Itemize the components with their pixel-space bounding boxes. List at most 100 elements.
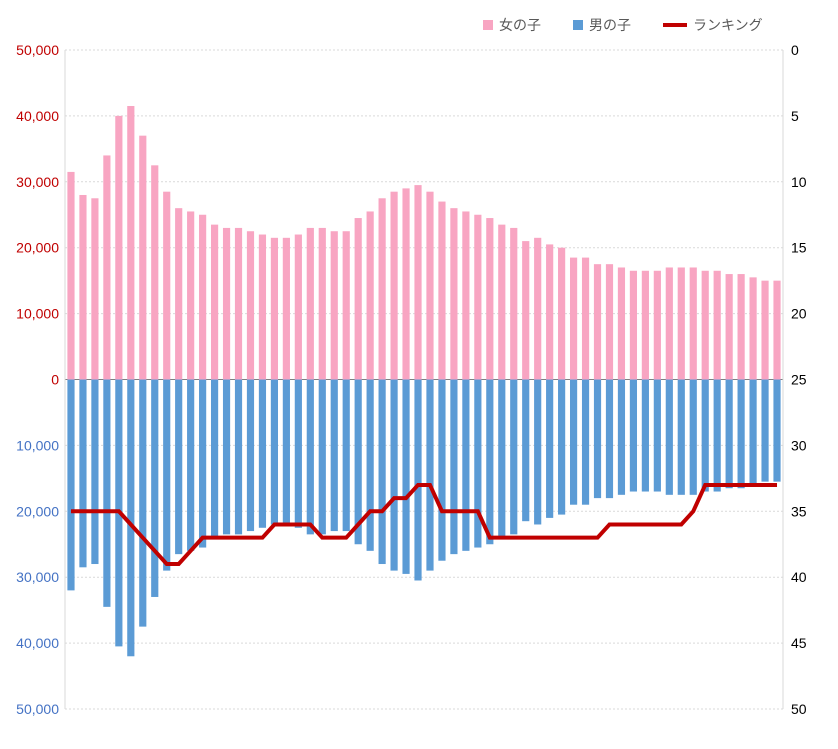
bar-boys xyxy=(283,380,290,525)
right-axis-tick: 0 xyxy=(791,42,799,58)
bar-boys xyxy=(259,380,266,528)
bar-girls xyxy=(606,264,613,379)
bar-girls xyxy=(247,231,254,379)
bar-boys xyxy=(367,380,374,551)
bar-boys xyxy=(462,380,469,551)
legend-swatch-boys xyxy=(573,20,583,30)
bar-boys xyxy=(534,380,541,525)
right-axis-tick: 45 xyxy=(791,635,807,651)
bar-girls xyxy=(343,231,350,379)
right-axis-tick: 30 xyxy=(791,437,807,453)
bar-girls xyxy=(654,271,661,380)
bar-girls xyxy=(402,188,409,379)
bar-boys xyxy=(247,380,254,532)
bar-girls xyxy=(522,241,529,379)
left-axis-top-tick: 30,000 xyxy=(16,174,59,190)
bar-boys xyxy=(630,380,637,492)
bar-girls xyxy=(259,235,266,380)
bar-boys xyxy=(379,380,386,565)
bar-boys xyxy=(702,380,709,492)
right-axis-tick: 5 xyxy=(791,108,799,124)
bar-boys xyxy=(91,380,98,565)
bar-girls xyxy=(714,271,721,380)
left-axis-top-tick: 50,000 xyxy=(16,42,59,58)
bar-girls xyxy=(702,271,709,380)
bar-girls xyxy=(546,244,553,379)
bar-girls xyxy=(175,208,182,379)
bar-girls xyxy=(510,228,517,380)
bar-girls xyxy=(163,192,170,380)
legend-label-ranking: ランキング xyxy=(693,17,763,33)
bar-boys xyxy=(331,380,338,532)
bar-boys xyxy=(438,380,445,561)
bar-girls xyxy=(414,185,421,379)
bar-boys xyxy=(402,380,409,574)
bar-girls xyxy=(462,211,469,379)
bar-girls xyxy=(151,165,158,379)
bar-boys xyxy=(749,380,756,485)
bar-boys xyxy=(546,380,553,518)
bar-girls xyxy=(67,172,74,380)
right-axis-tick: 20 xyxy=(791,306,807,322)
bar-boys xyxy=(714,380,721,492)
chart-container: 010,00020,00030,00040,00050,00010,00020,… xyxy=(0,0,838,749)
bar-girls xyxy=(355,218,362,379)
bar-girls xyxy=(558,248,565,380)
bar-boys xyxy=(175,380,182,555)
bar-girls xyxy=(295,235,302,380)
bar-girls xyxy=(331,231,338,379)
bar-girls xyxy=(426,192,433,380)
bar-boys xyxy=(151,380,158,597)
bar-boys xyxy=(139,380,146,627)
bar-girls xyxy=(594,264,601,379)
bar-boys xyxy=(773,380,780,482)
bar-boys xyxy=(163,380,170,571)
bar-boys xyxy=(510,380,517,535)
bar-boys xyxy=(67,380,74,591)
bar-boys xyxy=(678,380,685,495)
bar-girls xyxy=(223,228,230,380)
right-axis-tick: 40 xyxy=(791,569,807,585)
bar-boys xyxy=(390,380,397,571)
bar-girls xyxy=(534,238,541,380)
bar-boys xyxy=(414,380,421,581)
bar-boys xyxy=(319,380,326,535)
bar-girls xyxy=(283,238,290,380)
bar-girls xyxy=(319,228,326,380)
bar-boys xyxy=(570,380,577,505)
left-axis-bottom-tick: 50,000 xyxy=(16,701,59,717)
bar-boys xyxy=(606,380,613,499)
bar-boys xyxy=(271,380,278,525)
bar-girls xyxy=(271,238,278,380)
bar-boys xyxy=(726,380,733,489)
bar-boys xyxy=(223,380,230,535)
bar-boys xyxy=(666,380,673,495)
bar-girls xyxy=(642,271,649,380)
right-axis-tick: 15 xyxy=(791,240,807,256)
bar-girls xyxy=(726,274,733,379)
left-axis-bottom-tick: 30,000 xyxy=(16,569,59,585)
bar-girls xyxy=(211,225,218,380)
left-axis-top-tick: 40,000 xyxy=(16,108,59,124)
bar-girls xyxy=(91,198,98,379)
bar-boys xyxy=(235,380,242,535)
bar-boys xyxy=(594,380,601,499)
legend-swatch-girls xyxy=(483,20,493,30)
legend: 女の子 男の子 ランキング xyxy=(483,17,763,33)
bar-boys xyxy=(450,380,457,555)
left-axis-bottom-tick: 40,000 xyxy=(16,635,59,651)
bar-boys xyxy=(522,380,529,522)
chart-svg: 010,00020,00030,00040,00050,00010,00020,… xyxy=(0,0,838,749)
bar-boys xyxy=(103,380,110,607)
legend-label-boys: 男の子 xyxy=(589,17,631,33)
right-axis-tick: 25 xyxy=(791,372,807,388)
right-axis-tick: 35 xyxy=(791,503,807,519)
bar-girls xyxy=(187,211,194,379)
legend-label-girls: 女の子 xyxy=(499,17,541,33)
bar-girls xyxy=(79,195,86,380)
bar-boys xyxy=(690,380,697,495)
bar-girls xyxy=(486,218,493,379)
bar-girls xyxy=(738,274,745,379)
left-axis-top-tick: 0 xyxy=(51,372,59,388)
bar-girls xyxy=(582,258,589,380)
